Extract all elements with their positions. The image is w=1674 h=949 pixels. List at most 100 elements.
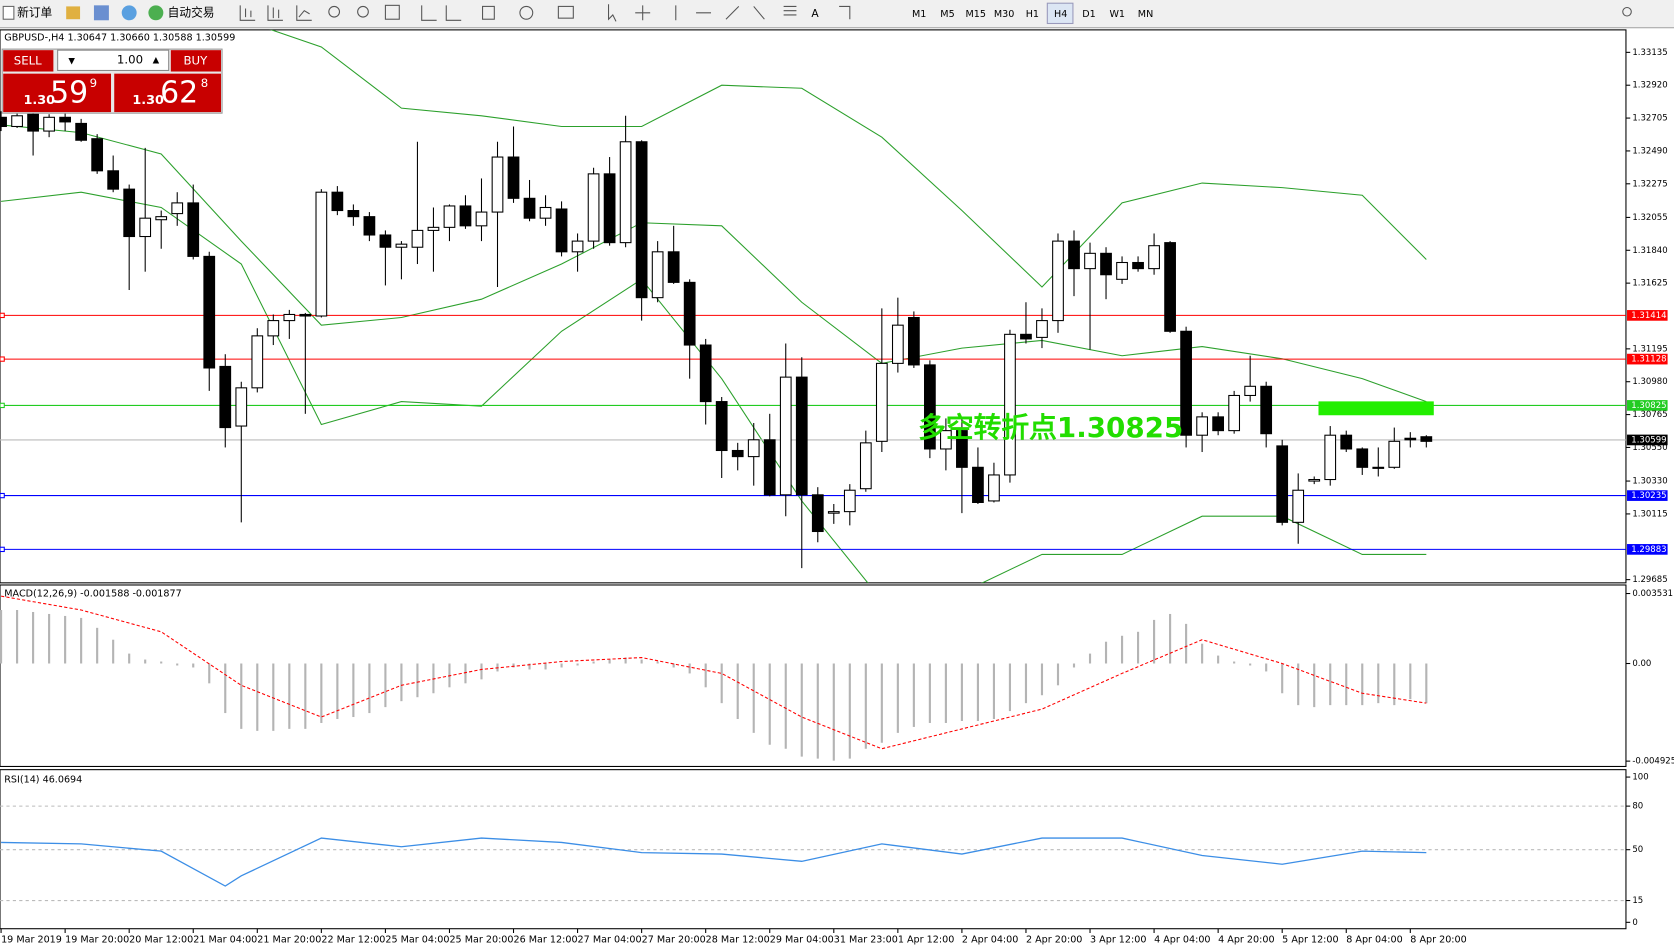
candle-body: [1356, 448, 1369, 468]
timeframe-button[interactable]: MN: [1138, 9, 1153, 20]
line-tool[interactable]: [296, 5, 312, 21]
indicator[interactable]: [482, 5, 495, 20]
sell-price-pips[interactable]: 59: [50, 75, 88, 110]
candle-body: [411, 229, 424, 248]
buy-price-big[interactable]: 1.30: [132, 93, 164, 108]
candle-body: [283, 313, 296, 322]
search[interactable]: [1622, 6, 1632, 17]
candle-body: [1292, 489, 1305, 523]
sell-button[interactable]: [3, 50, 54, 72]
bar-chart-tool[interactable]: [239, 5, 256, 21]
x-tick-label: 21 Mar 04:00: [193, 934, 257, 945]
price-label-bg: [1627, 353, 1668, 365]
candle-body: [1180, 330, 1192, 436]
scroll-tools[interactable]: [421, 5, 462, 21]
candle-body: [891, 324, 904, 364]
y-tick-label: 100: [1632, 773, 1648, 783]
candle-body: [1228, 394, 1241, 432]
x-tick-label: 1 Apr 12:00: [898, 934, 954, 945]
candle-body: [219, 365, 232, 429]
auto-trading-icon[interactable]: [148, 5, 164, 21]
buy-label[interactable]: BUY: [183, 53, 208, 67]
bollinger-band: [1, 124, 1427, 403]
candle-body: [571, 240, 584, 253]
tile[interactable]: [384, 4, 400, 20]
y-tick-label: 1.30980: [1632, 377, 1667, 387]
x-tick-label: 8 Apr 04:00: [1346, 934, 1402, 945]
bollinger-band: [1, 191, 1427, 583]
volume-input[interactable]: [57, 49, 170, 71]
axes: 1.33135 1.32920 1.32705 1.32490 1.32275 1.320…: [0, 48, 1674, 945]
sell-price[interactable]: [3, 73, 112, 113]
candle-body: [155, 216, 168, 221]
y-tick-label: 1.29685: [1632, 575, 1667, 585]
timeframe-button[interactable]: M30: [994, 9, 1015, 20]
candle-body: [203, 255, 216, 369]
candle-body: [107, 170, 120, 190]
volume-up[interactable]: ▲: [153, 55, 160, 65]
candle-body: [171, 202, 184, 215]
volume-down[interactable]: ▼: [68, 56, 75, 66]
timeframe-button[interactable]: H4: [1054, 9, 1067, 20]
sell-price-big[interactable]: 1.30: [23, 93, 55, 108]
candle-body: [507, 156, 520, 199]
timeframe-button[interactable]: M5: [940, 9, 954, 20]
candle-body: [187, 202, 200, 257]
candle-body: [1324, 434, 1337, 481]
timeframe-button[interactable]: M1: [912, 9, 926, 20]
x-tick-label: 22 Mar 12:00: [321, 934, 385, 945]
y-tick-label: 15: [1632, 896, 1643, 906]
candle-body: [603, 173, 616, 244]
zoom-out[interactable]: [357, 5, 369, 18]
candle-body: [956, 430, 968, 468]
sell-label[interactable]: SELL: [14, 53, 42, 67]
candle-body: [1212, 416, 1225, 432]
candle-body: [715, 401, 728, 452]
zoom-in[interactable]: [328, 5, 341, 18]
candle-body: [731, 449, 744, 458]
candle-body: [907, 316, 920, 366]
auto-trading-button[interactable]: 自动交易: [168, 5, 215, 19]
candle-body: [11, 115, 23, 128]
candle-tool[interactable]: [267, 5, 283, 21]
timeframe-button[interactable]: D1: [1082, 9, 1096, 20]
timeframe-button[interactable]: H1: [1026, 9, 1039, 20]
buy-price-pips[interactable]: 62: [160, 75, 198, 110]
volume-value[interactable]: 1.00: [117, 52, 143, 66]
x-tick-label: 4 Apr 04:00: [1154, 934, 1210, 945]
timeframe-button[interactable]: W1: [1109, 9, 1125, 20]
new-order-button[interactable]: 新订单: [17, 5, 52, 19]
y-tick-label: 0.003531: [1632, 589, 1673, 599]
buy-button[interactable]: [170, 50, 221, 72]
annotation: 多空转折点1.30825: [918, 411, 1183, 444]
candle-body: [27, 113, 39, 132]
candle-body: [1084, 252, 1096, 270]
period[interactable]: [519, 5, 534, 20]
candle-body: [1308, 478, 1321, 482]
sell-price-frac[interactable]: 9: [90, 76, 97, 90]
icon[interactable]: [66, 6, 81, 20]
icon[interactable]: [121, 5, 137, 21]
y-tick-label: 80: [1632, 802, 1643, 812]
candle-body: [635, 141, 648, 299]
x-tick-label: 28 Mar 12:00: [706, 934, 770, 945]
candle-body: [139, 217, 152, 238]
icon[interactable]: [93, 5, 109, 21]
price-label-bg: [1627, 490, 1668, 501]
candle-body: [587, 173, 600, 242]
text-tool[interactable]: A: [811, 7, 819, 20]
template[interactable]: [557, 5, 574, 19]
candle-body: [795, 376, 808, 496]
candle-body: [1164, 242, 1176, 332]
new-order-icon[interactable]: [2, 5, 15, 20]
buy-price-frac[interactable]: 8: [201, 76, 208, 90]
candle-body: [59, 116, 71, 123]
candle-body: [1196, 416, 1208, 436]
timeframe-button[interactable]: M15: [966, 9, 987, 20]
price-plot: [0, 29, 1626, 583]
x-tick-label: 27 Mar 20:00: [642, 934, 706, 945]
buy-price[interactable]: [114, 73, 221, 113]
candle-body: [1148, 245, 1160, 270]
